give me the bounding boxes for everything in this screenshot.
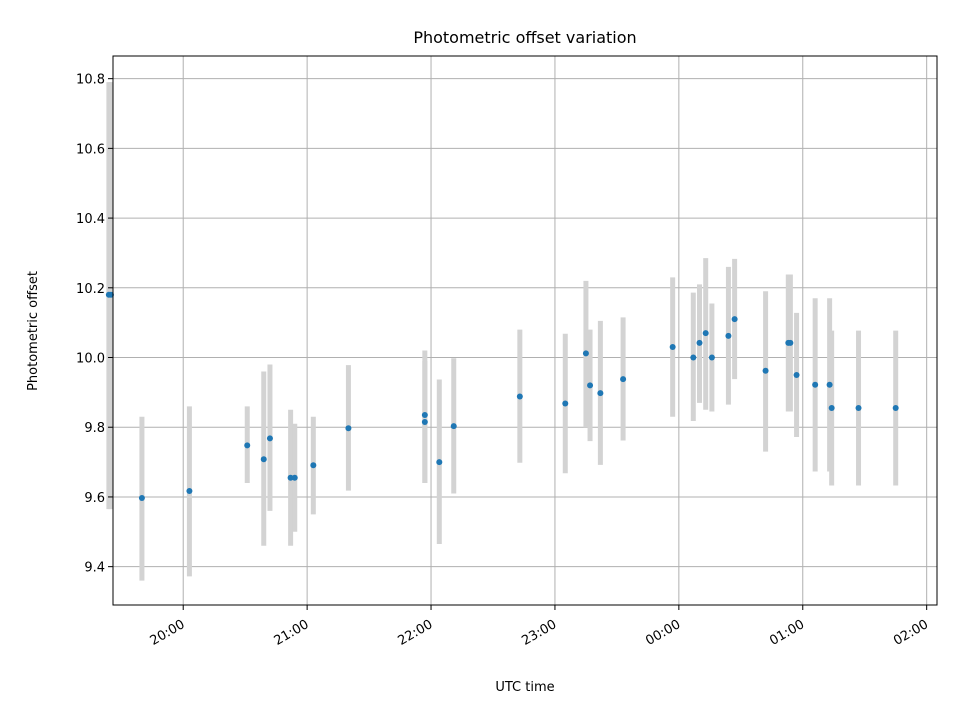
data-point — [244, 442, 251, 449]
y-axis-label: Photometric offset — [26, 271, 41, 391]
data-point — [421, 412, 428, 419]
data-point — [855, 405, 862, 412]
data-point — [597, 390, 604, 397]
data-point — [731, 316, 738, 323]
data-point — [690, 354, 697, 361]
data-point — [826, 381, 833, 388]
data-point — [787, 339, 794, 346]
y-tick-label: 10.8 — [76, 73, 105, 88]
data-point — [696, 339, 703, 346]
y-tick-label: 9.8 — [84, 421, 105, 436]
data-point — [186, 488, 193, 495]
data-point — [516, 393, 523, 400]
data-point — [725, 332, 732, 339]
data-point — [762, 367, 769, 374]
data-point — [436, 459, 443, 466]
data-point — [260, 456, 267, 463]
data-point — [450, 423, 457, 430]
data-point — [892, 405, 899, 412]
data-point — [793, 371, 800, 378]
data-point — [345, 425, 352, 432]
x-axis-label: UTC time — [495, 680, 554, 695]
data-point — [702, 330, 709, 337]
data-point — [310, 462, 317, 469]
y-tick-label: 10.2 — [76, 282, 105, 297]
data-point — [669, 344, 676, 351]
plot-frame — [112, 55, 938, 606]
data-point — [562, 400, 569, 407]
data-point — [582, 350, 589, 357]
grid — [113, 56, 937, 605]
data-point — [828, 405, 835, 412]
data-point — [107, 291, 114, 298]
y-tick-label: 10.4 — [76, 212, 105, 227]
data-point — [587, 382, 594, 389]
data-points — [105, 291, 899, 501]
data-point — [138, 494, 145, 501]
y-tick-label: 9.4 — [84, 561, 105, 576]
y-tick-label: 9.6 — [84, 491, 105, 506]
chart-title: Photometric offset variation — [413, 28, 636, 47]
data-point — [421, 419, 428, 425]
data-point — [708, 354, 715, 361]
y-tick-label: 10.0 — [76, 352, 105, 367]
data-point — [812, 381, 819, 388]
data-point — [287, 474, 294, 481]
data-point — [266, 435, 273, 442]
data-point — [291, 474, 298, 481]
data-point — [620, 376, 627, 383]
y-tick-label: 10.6 — [76, 142, 105, 157]
y-axis: 9.4 9.6 9.8 10.0 10.2 10.4 10.6 10.8 — [76, 73, 113, 576]
